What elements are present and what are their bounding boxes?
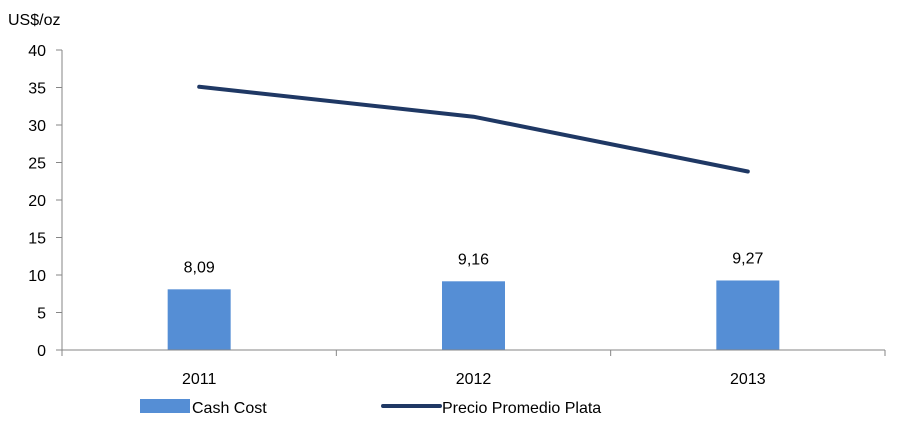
line-layer bbox=[197, 84, 750, 174]
bar-cash-cost bbox=[716, 280, 780, 350]
legend-label-precio: Precio Promedio Plata bbox=[442, 400, 601, 417]
bar-data-label: 8,09 bbox=[184, 259, 215, 276]
axes-layer bbox=[56, 49, 886, 356]
x-tick-label: 2013 bbox=[730, 371, 766, 388]
y-axis-title: US$/oz bbox=[8, 12, 60, 29]
y-tick-label: 20 bbox=[28, 193, 46, 210]
legend-swatch-cash-cost bbox=[140, 399, 190, 413]
labels-layer: 0 5 10 15 20 25 30 35 40 2011 2012 2013 8,09 9,16 9,27 bbox=[28, 43, 766, 388]
y-tick-label: 40 bbox=[28, 43, 46, 60]
bar-data-label: 9,27 bbox=[732, 250, 763, 267]
y-tick-label: 0 bbox=[37, 343, 46, 360]
y-tick-label: 15 bbox=[28, 231, 46, 248]
line-precio-promedio-plata bbox=[197, 84, 750, 174]
y-tick-label: 30 bbox=[28, 118, 46, 135]
legend-label-cash-cost: Cash Cost bbox=[192, 400, 267, 417]
x-tick-label: 2011 bbox=[182, 371, 217, 388]
y-tick-label: 5 bbox=[37, 306, 46, 323]
legend: Cash Cost Precio Promedio Plata bbox=[140, 399, 601, 417]
y-tick-label: 35 bbox=[28, 81, 46, 98]
x-tick-label: 2012 bbox=[456, 371, 492, 388]
bars-layer bbox=[167, 280, 780, 350]
bar-data-label: 9,16 bbox=[458, 251, 489, 268]
bar-cash-cost bbox=[442, 281, 505, 350]
bar-cash-cost bbox=[167, 289, 231, 350]
y-tick-label: 25 bbox=[28, 156, 46, 173]
y-tick-label: 10 bbox=[28, 268, 46, 285]
